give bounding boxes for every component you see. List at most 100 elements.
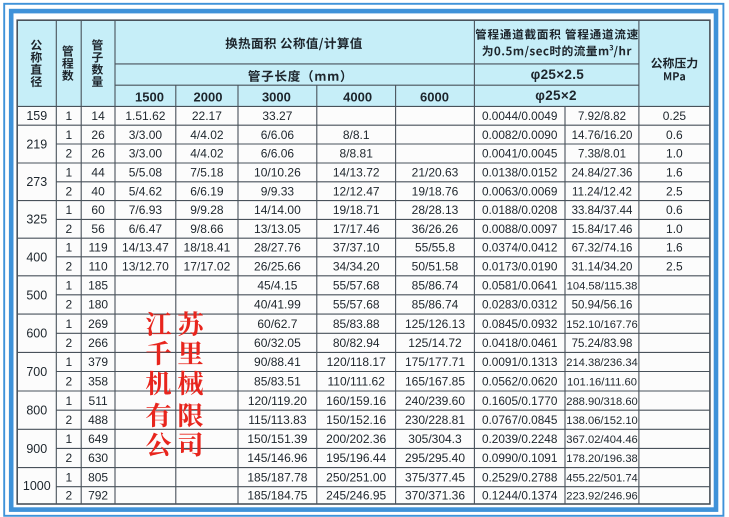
svg-text:0.25: 0.25 [663,109,687,123]
svg-text:1: 1 [65,355,72,369]
svg-text:125/14.72: 125/14.72 [408,336,462,350]
svg-text:50/51.58: 50/51.58 [412,260,459,274]
svg-text:379: 379 [88,355,108,369]
svg-text:0.1605/0.1770: 0.1605/0.1770 [482,394,558,408]
svg-text:17/17.46: 17/17.46 [333,222,380,236]
svg-text:370/371.36: 370/371.36 [405,489,465,503]
svg-text:4/4.02: 4/4.02 [190,128,224,142]
svg-text:195/196.44: 195/196.44 [326,451,386,465]
svg-text:1: 1 [65,317,72,331]
svg-text:6/6.19: 6/6.19 [190,184,224,198]
svg-text:0.0562/0.0620: 0.0562/0.0620 [482,374,558,388]
svg-text:55/57.68: 55/57.68 [333,279,380,293]
svg-text:φ25×2.5: φ25×2.5 [531,67,585,82]
svg-text:18/18.41: 18/18.41 [184,241,231,255]
svg-text:36/26.26: 36/26.26 [412,222,459,236]
svg-text:85/83.51: 85/83.51 [254,374,301,388]
svg-text:600: 600 [26,327,47,341]
svg-text:0.0188/0.0208: 0.0188/0.0208 [482,203,558,217]
svg-text:900: 900 [26,442,47,456]
svg-text:152.10/167.76: 152.10/167.76 [566,319,638,331]
svg-text:630: 630 [88,451,108,465]
svg-text:175/177.71: 175/177.71 [405,355,465,369]
svg-text:67.32/74.16: 67.32/74.16 [572,243,633,255]
svg-text:700: 700 [26,365,47,379]
svg-text:0.0767/0.0845: 0.0767/0.0845 [482,413,558,427]
svg-text:1: 1 [65,394,72,408]
svg-text:14/13.72: 14/13.72 [333,166,380,180]
svg-text:120/119.20: 120/119.20 [248,394,307,408]
svg-text:1: 1 [65,279,72,293]
svg-text:85/86.74: 85/86.74 [412,298,459,312]
svg-text:0.0990/0.1091: 0.0990/0.1091 [482,451,557,465]
svg-text:0.2529/0.2788: 0.2529/0.2788 [482,470,558,484]
svg-text:4/4.02: 4/4.02 [190,147,224,161]
svg-text:1: 1 [65,109,72,123]
svg-text:2: 2 [65,374,72,388]
svg-text:1500: 1500 [135,89,164,104]
svg-text:2000: 2000 [194,89,223,104]
svg-text:1: 1 [65,241,72,255]
svg-text:2: 2 [65,147,72,161]
svg-text:325: 325 [26,213,47,227]
svg-text:375/377.45: 375/377.45 [405,470,465,484]
svg-text:0.6: 0.6 [666,203,683,217]
svg-text:0.6: 0.6 [666,128,683,142]
svg-text:8/8.1: 8/8.1 [343,128,370,142]
svg-text:14: 14 [91,109,105,123]
svg-text:14/13.47: 14/13.47 [122,241,169,255]
svg-text:55/57.68: 55/57.68 [333,298,380,312]
svg-text:5/4.62: 5/4.62 [129,184,163,198]
svg-text:8/8.81: 8/8.81 [340,147,374,161]
svg-text:101.16/111.60: 101.16/111.60 [567,376,637,388]
svg-text:792: 792 [88,489,108,503]
svg-text:0.0063/0.0069: 0.0063/0.0069 [482,184,557,198]
svg-text:13/13.05: 13/13.05 [254,222,301,236]
svg-text:223.92/246.96: 223.92/246.96 [566,491,638,503]
svg-text:2: 2 [65,489,72,503]
svg-text:1.6: 1.6 [666,166,683,180]
svg-text:9/9.28: 9/9.28 [190,203,224,217]
svg-text:120/118.17: 120/118.17 [327,355,386,369]
svg-text:0.0041/0.0045: 0.0041/0.0045 [482,147,558,161]
svg-text:24.84/27.36: 24.84/27.36 [572,168,633,180]
svg-text:7.38/8.01: 7.38/8.01 [578,149,626,161]
svg-text:26: 26 [91,128,105,142]
svg-text:185/184.75: 185/184.75 [247,489,307,503]
svg-text:19/18.76: 19/18.76 [412,184,459,198]
svg-text:2: 2 [65,184,72,198]
svg-text:500: 500 [26,288,47,302]
svg-text:288.90/318.60: 288.90/318.60 [566,396,638,408]
svg-text:0.0845/0.0932: 0.0845/0.0932 [482,317,557,331]
svg-text:15.84/17.46: 15.84/17.46 [572,224,633,236]
svg-text:7.92/8.82: 7.92/8.82 [578,111,626,123]
svg-text:37/37.10: 37/37.10 [333,241,380,255]
svg-text:0.0082/0.0090: 0.0082/0.0090 [482,128,558,142]
svg-text:2.5: 2.5 [666,184,683,198]
svg-text:805: 805 [88,470,108,484]
svg-text:488: 488 [88,413,108,427]
svg-text:0.0418/0.0461: 0.0418/0.0461 [482,336,557,350]
svg-text:21/20.63: 21/20.63 [412,166,459,180]
svg-text:34/34.20: 34/34.20 [333,260,380,274]
svg-text:250/251.00: 250/251.00 [326,470,386,484]
svg-text:358: 358 [88,374,108,388]
svg-text:110: 110 [89,260,108,274]
svg-text:44: 44 [91,166,105,180]
svg-text:1: 1 [65,203,72,217]
svg-text:269: 269 [88,317,108,331]
svg-text:649: 649 [88,432,108,446]
svg-text:0.0374/0.0412: 0.0374/0.0412 [482,241,557,255]
svg-text:266: 266 [88,336,108,350]
svg-text:145/146.96: 145/146.96 [247,451,307,465]
svg-text:0.0091/0.1313: 0.0091/0.1313 [482,355,558,369]
svg-text:214.38/236.34: 214.38/236.34 [566,357,638,369]
svg-text:0.0044/0.0049: 0.0044/0.0049 [482,109,557,123]
svg-text:60/62.7: 60/62.7 [257,317,297,331]
svg-text:28/27.76: 28/27.76 [254,241,301,255]
svg-text:11.24/12.42: 11.24/12.42 [572,186,632,198]
svg-text:305/304.3: 305/304.3 [408,432,462,446]
svg-text:2: 2 [65,451,72,465]
svg-text:1: 1 [65,432,72,446]
svg-text:5/5.08: 5/5.08 [129,166,163,180]
